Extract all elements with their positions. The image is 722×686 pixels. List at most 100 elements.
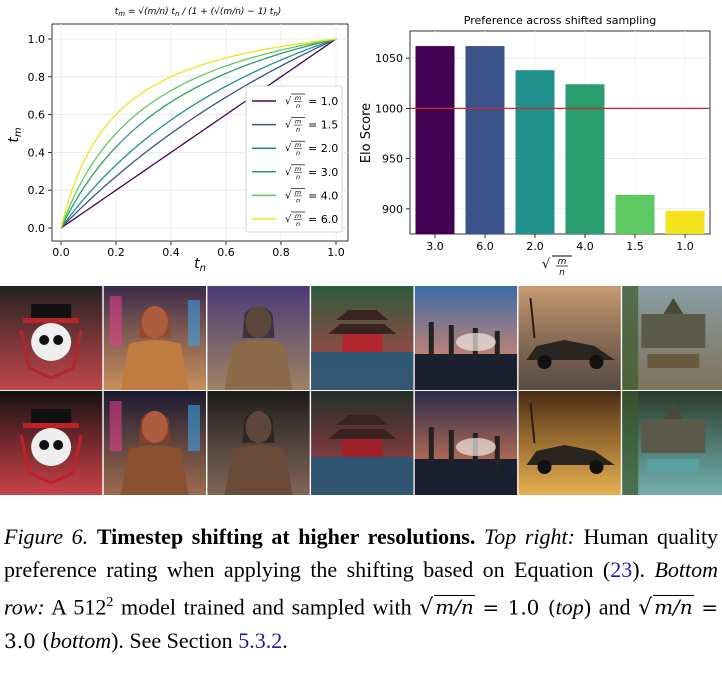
legend-sqrt: √ [285,96,292,107]
svg-text:√: √ [542,257,551,272]
legend-entry-0: √ mn = 1.0 [252,93,338,110]
left-xtick-label: 0.8 [272,246,290,259]
legend-n: n [296,102,300,110]
left-ytick-label: 0.6 [28,109,46,122]
left-xtick-label: 1.0 [327,246,345,259]
right-ytick-label: 1000 [375,102,403,115]
left-xtick-label: 0.2 [107,246,125,259]
image-tile-bottom-skull-logo [0,391,103,495]
right-xtick-label: 3.0 [426,240,444,253]
legend-sqrt: √ [285,190,292,201]
caption-part1-end: ). [632,557,646,582]
left-ylabel: tm [6,127,24,143]
legend-n: n [296,126,300,134]
left-ytick-label: 0.0 [28,222,46,235]
right-ytick-label: 900 [382,203,403,216]
section-link[interactable]: 5.3.2 [238,628,283,654]
image-tile-top-woman-city [103,286,206,390]
image-tile-bottom-industry-sunset [414,391,518,495]
legend-m: m [295,165,301,173]
series-line-5 [60,38,337,229]
image-tile-bottom-pagoda-lake [311,391,414,495]
image-tile-top-industry-sunset [414,286,518,390]
image-grid [0,286,722,495]
right-chart: Preference across shifted sampling 900 95… [359,14,711,278]
right-chart-title: Preference across shifted sampling [464,14,656,27]
svg-text:m: m [558,257,567,267]
right-bars [415,46,705,235]
legend-sqrt: √ [285,120,292,131]
legend-sqrt: √ [285,214,292,225]
series-line-0 [60,38,337,229]
equation-link[interactable]: 23 [610,557,633,582]
legend-entry-5: √ mn = 6.0 [252,211,338,228]
bar-1.5 [615,194,655,234]
image-tile-top-skull-logo [0,286,103,390]
left-chart: tm = √(m/n) tn / (1 + (√(m/n) − 1) tn) 0… [6,6,349,274]
left-xlabel: tn [194,256,206,274]
bar-3.0 [415,46,455,235]
left-xticks: 0.0 0.2 0.4 0.6 0.8 1.0 [52,241,345,259]
legend-label: = 1.5 [308,119,338,132]
legend-entry-3: √ mn = 3.0 [252,164,338,181]
left-lines [60,38,337,229]
legend-n: n [296,173,300,181]
caption-close: ). See Section [111,628,233,654]
right-xtick-label: 2.0 [526,240,544,253]
legend-label: = 3.0 [308,166,338,179]
left-chart-title: tm = √(m/n) tn / (1 + (√(m/n) − 1) tn) [115,6,282,18]
bar-6.0 [465,46,505,235]
left-ytick-label: 0.8 [28,71,46,84]
sqrt-symbol: √ [419,595,434,621]
left-xtick-label: 0.0 [52,246,70,259]
legend-label: = 1.0 [308,95,338,108]
image-tile-bottom-temple-ruins [622,391,722,495]
series-line-2 [60,38,337,229]
series-line-4 [60,38,337,229]
caption-val-bottom: = 3.0 ( [4,595,719,654]
left-xtick-label: 0.4 [162,246,180,259]
image-tile-bottom-man-leather [207,391,310,495]
left-yticks: 0.0 0.2 0.4 0.6 0.8 1.0 [28,33,52,235]
right-xticks: 3.0 6.0 2.0 4.0 1.5 1.0 [426,234,694,253]
right-yticks: 900 950 1000 1050 [375,52,410,216]
right-ytick-label: 1050 [375,52,403,65]
legend-m: m [295,94,301,102]
caption-part2-label: Bottom row: [4,557,718,620]
caption-part1-label: Top right: [484,524,575,549]
series-line-1 [60,38,337,229]
left-ytick-label: 1.0 [28,33,46,46]
legend-sqrt: √ [285,167,292,178]
right-ytick-label: 950 [382,153,403,166]
caption-word-top: top [555,594,584,620]
caption-and: ) and [583,594,631,620]
bar-2.0 [515,70,555,234]
image-tile-top-car-desert [518,286,621,390]
left-legend: √ mn = 1.0√ mn = 1.5√ mn = 2.0√ mn = 3.0√ mn = 4.0… [245,85,343,233]
figure: tm = √(m/n) tn / (1 + (√(m/n) − 1) tn) 0… [0,6,722,495]
right-xtick-label: 4.0 [576,240,594,253]
right-xtick-label: 1.0 [676,240,694,253]
sqrt-expr-top: m/n [434,595,475,620]
legend-m: m [295,188,301,196]
image-tile-bottom-woman-city [103,391,206,495]
series-line-3 [60,38,337,229]
right-ylabel: Elo Score [359,103,374,163]
legend-m: m [295,118,301,126]
legend-n: n [296,196,300,204]
left-ytick-label: 0.2 [28,184,46,197]
bar-1.0 [665,210,705,234]
caption-period: . [282,628,288,654]
bar-4.0 [565,84,605,234]
image-tile-top-temple-ruins [622,286,722,390]
legend-m: m [295,212,301,220]
figure-caption: Figure 6. Timestep shifting at higher re… [4,520,718,658]
legend-entry-1: √ mn = 1.5 [252,117,338,134]
caption-part2-b: model trained and sampled with [120,594,412,620]
caption-part2-a: A 512 [51,594,107,620]
caption-title: Timestep shifting at higher resolutions. [96,524,476,549]
legend-entry-4: √ mn = 4.0 [252,188,338,204]
sqrt-symbol-2: √ [638,595,653,621]
legend-m: m [295,141,301,149]
image-tile-bottom-car-desert [518,391,621,495]
